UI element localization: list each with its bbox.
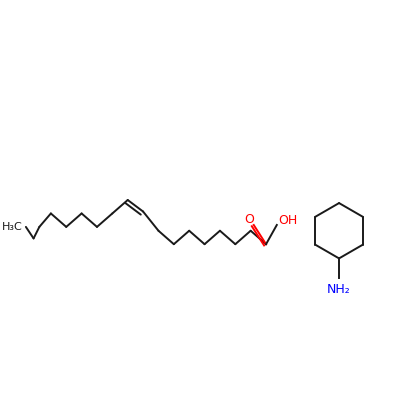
- Text: H₃C: H₃C: [2, 222, 23, 232]
- Text: O: O: [244, 213, 254, 226]
- Text: OH: OH: [279, 214, 298, 227]
- Text: NH₂: NH₂: [327, 283, 351, 296]
